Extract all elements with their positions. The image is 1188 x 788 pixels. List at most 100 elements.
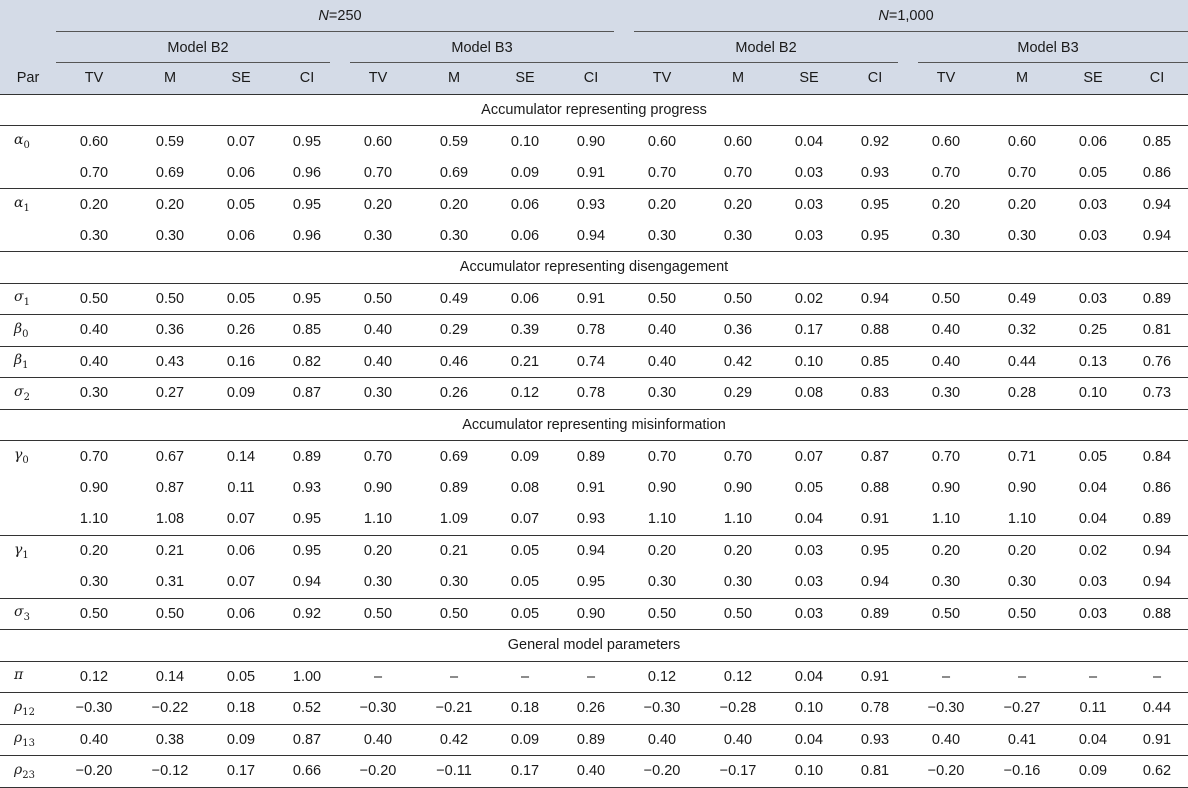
value-cell: 0.66 bbox=[274, 755, 340, 788]
value-cell: 0.90 bbox=[79, 479, 109, 496]
value-cell: 0.20 bbox=[1007, 196, 1037, 213]
value-cell: 0.50 bbox=[624, 598, 701, 630]
value-cell: 0.05 bbox=[208, 661, 274, 693]
value-cell: 0.90 bbox=[558, 598, 625, 630]
value-cell: 0.49 bbox=[984, 283, 1061, 315]
n-symbol: N bbox=[318, 8, 329, 24]
value-cell: 0.20 bbox=[79, 196, 109, 213]
value-cell: 0.03 bbox=[1078, 196, 1108, 213]
value-cell: 0.07 bbox=[492, 503, 558, 536]
value-cell: – bbox=[492, 661, 558, 693]
value-cell: 0.03 bbox=[794, 543, 824, 559]
value-cell: 0.60 bbox=[79, 133, 109, 150]
parameter-cell: ρ12 bbox=[0, 692, 56, 725]
n250-label: =250 bbox=[328, 8, 362, 24]
value-cell: 0.29 bbox=[700, 377, 777, 410]
parameter-cell: β1 bbox=[0, 346, 56, 378]
value-cell: 0.08 bbox=[776, 377, 843, 410]
value-cell: 0.02 bbox=[776, 283, 843, 315]
value-cell: 0.06 bbox=[492, 283, 558, 315]
value-cell: 0.78 bbox=[558, 314, 625, 347]
value-cell: 0.18 bbox=[492, 692, 558, 725]
value-cell: 0.08 bbox=[510, 479, 540, 496]
parameter-cell: ρ23 bbox=[0, 755, 56, 788]
value-cell: 0.73 bbox=[1126, 377, 1188, 410]
table-row: β1 0.40 0.43 0.16 0.82 0.40 0.46 0.21 0.74 0.40 0.… bbox=[0, 346, 1188, 378]
value-cell: 0.50 bbox=[340, 598, 416, 630]
value-cell: 0.27 bbox=[132, 377, 208, 410]
value-cell: 0.20 bbox=[723, 196, 753, 213]
value-cell: 0.06 bbox=[208, 220, 274, 252]
parameter-subscript: 2 bbox=[23, 391, 30, 403]
value-cell: 0.25 bbox=[1060, 314, 1127, 347]
col-header: SE bbox=[776, 63, 843, 95]
table-row: σ3 0.50 0.50 0.06 0.92 0.50 0.50 0.05 0.90 0.50 0.… bbox=[0, 598, 1188, 630]
value-cell: 0.17 bbox=[492, 755, 558, 788]
value-cell: 0.91 bbox=[558, 283, 625, 315]
value-cell: 0.39 bbox=[492, 314, 558, 347]
value-cell: 0.30 bbox=[416, 220, 492, 252]
value-cell: 0.17 bbox=[208, 755, 274, 788]
value-cell: 0.40 bbox=[624, 346, 701, 378]
value-cell: 0.20 bbox=[363, 196, 393, 213]
parameter-symbol: β bbox=[14, 352, 23, 369]
model-b2-header-1000: Model B2 bbox=[624, 32, 909, 63]
table-row: ρ13 0.40 0.38 0.09 0.87 0.40 0.42 0.09 0.89 0.40 0… bbox=[0, 724, 1188, 756]
section-title: Accumulator representing progress bbox=[0, 94, 1188, 126]
table-header: N=250 N=1,000 Model B2 Model B3 Model B2… bbox=[0, 0, 1188, 95]
table-row: σ1 0.50 0.50 0.05 0.95 0.50 0.49 0.06 0.91 0.50 0.… bbox=[0, 283, 1188, 315]
value-cell: 0.70 bbox=[363, 448, 393, 465]
table-row: ρ23 −0.20 −0.12 0.17 0.66 −0.20 −0.11 0.17 0.40−… bbox=[0, 755, 1188, 788]
value-cell: 0.94 bbox=[1126, 566, 1188, 599]
table-row: β0 0.40 0.36 0.26 0.85 0.40 0.29 0.39 0.78 0.40 0.… bbox=[0, 314, 1188, 347]
value-cell: 0.50 bbox=[340, 283, 416, 315]
value-cell: 0.95 bbox=[274, 283, 340, 315]
n1000-label: =1,000 bbox=[888, 8, 934, 24]
value-cell: 0.95 bbox=[292, 196, 322, 213]
value-cell: 0.31 bbox=[132, 566, 208, 599]
value-cell: 0.40 bbox=[340, 724, 416, 756]
value-cell: 0.21 bbox=[492, 346, 558, 378]
value-cell: 0.02 bbox=[1078, 543, 1108, 559]
value-cell: 0.89 bbox=[576, 448, 606, 465]
value-cell: 0.50 bbox=[132, 598, 208, 630]
value-cell: 0.90 bbox=[363, 479, 393, 496]
value-cell: 0.09 bbox=[1060, 755, 1127, 788]
value-cell: 0.91 bbox=[558, 157, 625, 189]
section-title: General model parameters bbox=[0, 629, 1188, 662]
value-cell: 0.07 bbox=[208, 566, 274, 599]
value-cell: 0.32 bbox=[984, 314, 1061, 347]
value-cell: 0.42 bbox=[700, 346, 777, 378]
value-cell: 0.12 bbox=[700, 661, 777, 693]
value-cell: 0.30 bbox=[340, 377, 416, 410]
parameter-subscript: 13 bbox=[22, 738, 35, 750]
parameter-cell: γ1 bbox=[0, 535, 56, 567]
value-cell: 0.50 bbox=[908, 598, 985, 630]
value-cell: 0.50 bbox=[908, 283, 985, 315]
col-header: CI bbox=[558, 63, 625, 95]
model-b3-header-1000: Model B3 bbox=[908, 32, 1188, 63]
value-cell: 0.70 bbox=[624, 157, 701, 189]
parameter-symbol: ρ bbox=[14, 730, 23, 747]
section-row: Accumulator representing disengagement bbox=[0, 251, 1188, 284]
value-cell: 0.43 bbox=[132, 346, 208, 378]
col-header: TV bbox=[56, 63, 132, 95]
parameter-subscript: 1 bbox=[23, 297, 30, 309]
value-cell: −0.30 bbox=[908, 692, 985, 725]
value-cell: 0.74 bbox=[558, 346, 625, 378]
parameter-subscript: 1 bbox=[22, 360, 29, 372]
value-cell: 0.10 bbox=[776, 755, 843, 788]
value-cell: 0.44 bbox=[984, 346, 1061, 378]
value-cell: 0.30 bbox=[624, 220, 701, 252]
col-header: TV bbox=[908, 63, 985, 95]
value-cell: −0.28 bbox=[700, 692, 777, 725]
value-cell: 0.60 bbox=[363, 133, 393, 150]
value-cell: 0.29 bbox=[416, 314, 492, 347]
value-cell: −0.21 bbox=[416, 692, 492, 725]
value-cell: 0.50 bbox=[624, 283, 701, 315]
value-cell: 0.30 bbox=[340, 566, 416, 599]
value-cell: 0.30 bbox=[908, 566, 985, 599]
value-cell: 0.13 bbox=[1060, 346, 1127, 378]
value-cell: 0.59 bbox=[155, 133, 185, 150]
